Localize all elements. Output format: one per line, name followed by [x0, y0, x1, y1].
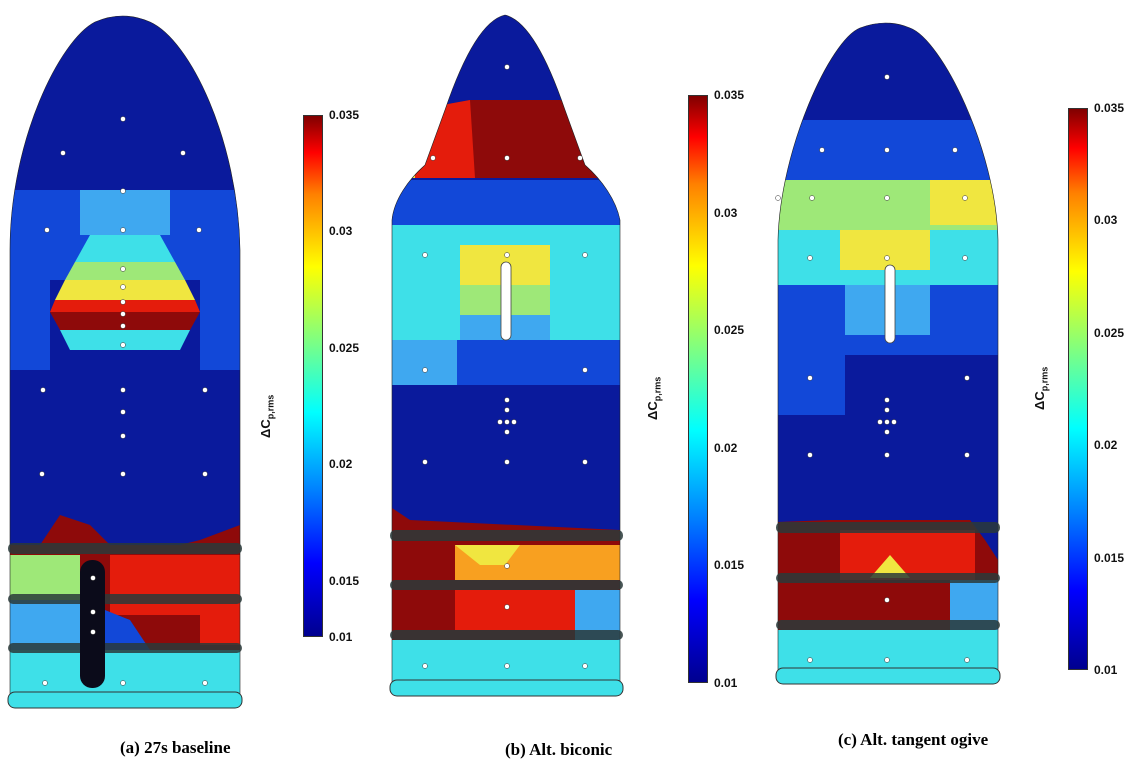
tick-label: 0.02 — [1094, 438, 1118, 453]
colorbar-gradient — [303, 115, 323, 637]
tick-label: 0.035 — [714, 88, 745, 102]
surface-map-b — [389, 14, 624, 697]
tick-label: 0.03 — [1094, 213, 1118, 228]
caption-a: (a) 27s baseline — [120, 738, 231, 757]
caption-b: (b) Alt. biconic — [505, 740, 613, 759]
tick-label: 0.035 — [1094, 101, 1125, 115]
tick-label: 0.01 — [329, 630, 353, 644]
tick-label: 0.03 — [329, 224, 353, 239]
tick-label: 0.01 — [714, 676, 738, 690]
tick-label: 0.015 — [1094, 550, 1125, 565]
tick-label: 0.035 — [329, 108, 360, 122]
colorbar-gradient — [688, 95, 708, 683]
tick-label: 0.02 — [329, 457, 353, 472]
tick-label: 0.025 — [1094, 325, 1125, 340]
tick-label: 0.025 — [329, 340, 360, 355]
tick-label: 0.03 — [714, 205, 738, 220]
panel-c: 0.035 0.03 0.025 0.02 0.015 0.01 ΔCp,rms… — [770, 0, 1128, 766]
panel-a: 0.035 0.03 0.025 0.02 0.015 0.01 ΔCp,rms… — [0, 0, 360, 766]
colorbar-gradient — [1068, 108, 1088, 670]
tick-label: 0.01 — [1094, 663, 1118, 677]
colorbar-c: 0.035 0.03 0.025 0.02 0.015 0.01 — [1068, 101, 1128, 677]
tick-label: 0.015 — [714, 558, 745, 573]
colorbar-b: 0.035 0.03 0.025 0.02 0.015 0.01 — [688, 88, 768, 690]
tick-label: 0.02 — [714, 440, 738, 455]
colorbar-label-b: ΔCp,rms — [645, 376, 663, 420]
caption-c: (c) Alt. tangent ogive — [838, 730, 989, 749]
colorbar-a: 0.035 0.03 0.025 0.02 0.015 0.01 — [303, 108, 383, 644]
panel-b: 0.035 0.03 0.025 0.02 0.015 0.01 ΔCp,rms… — [380, 0, 760, 766]
colorbar-label-c: ΔCp,rms — [1032, 366, 1050, 410]
colorbar-label-a: ΔCp,rms — [258, 394, 276, 438]
tick-label: 0.025 — [714, 323, 745, 338]
surface-map-a — [7, 15, 243, 709]
surface-map-c — [775, 22, 1001, 685]
tick-label: 0.015 — [329, 573, 360, 588]
